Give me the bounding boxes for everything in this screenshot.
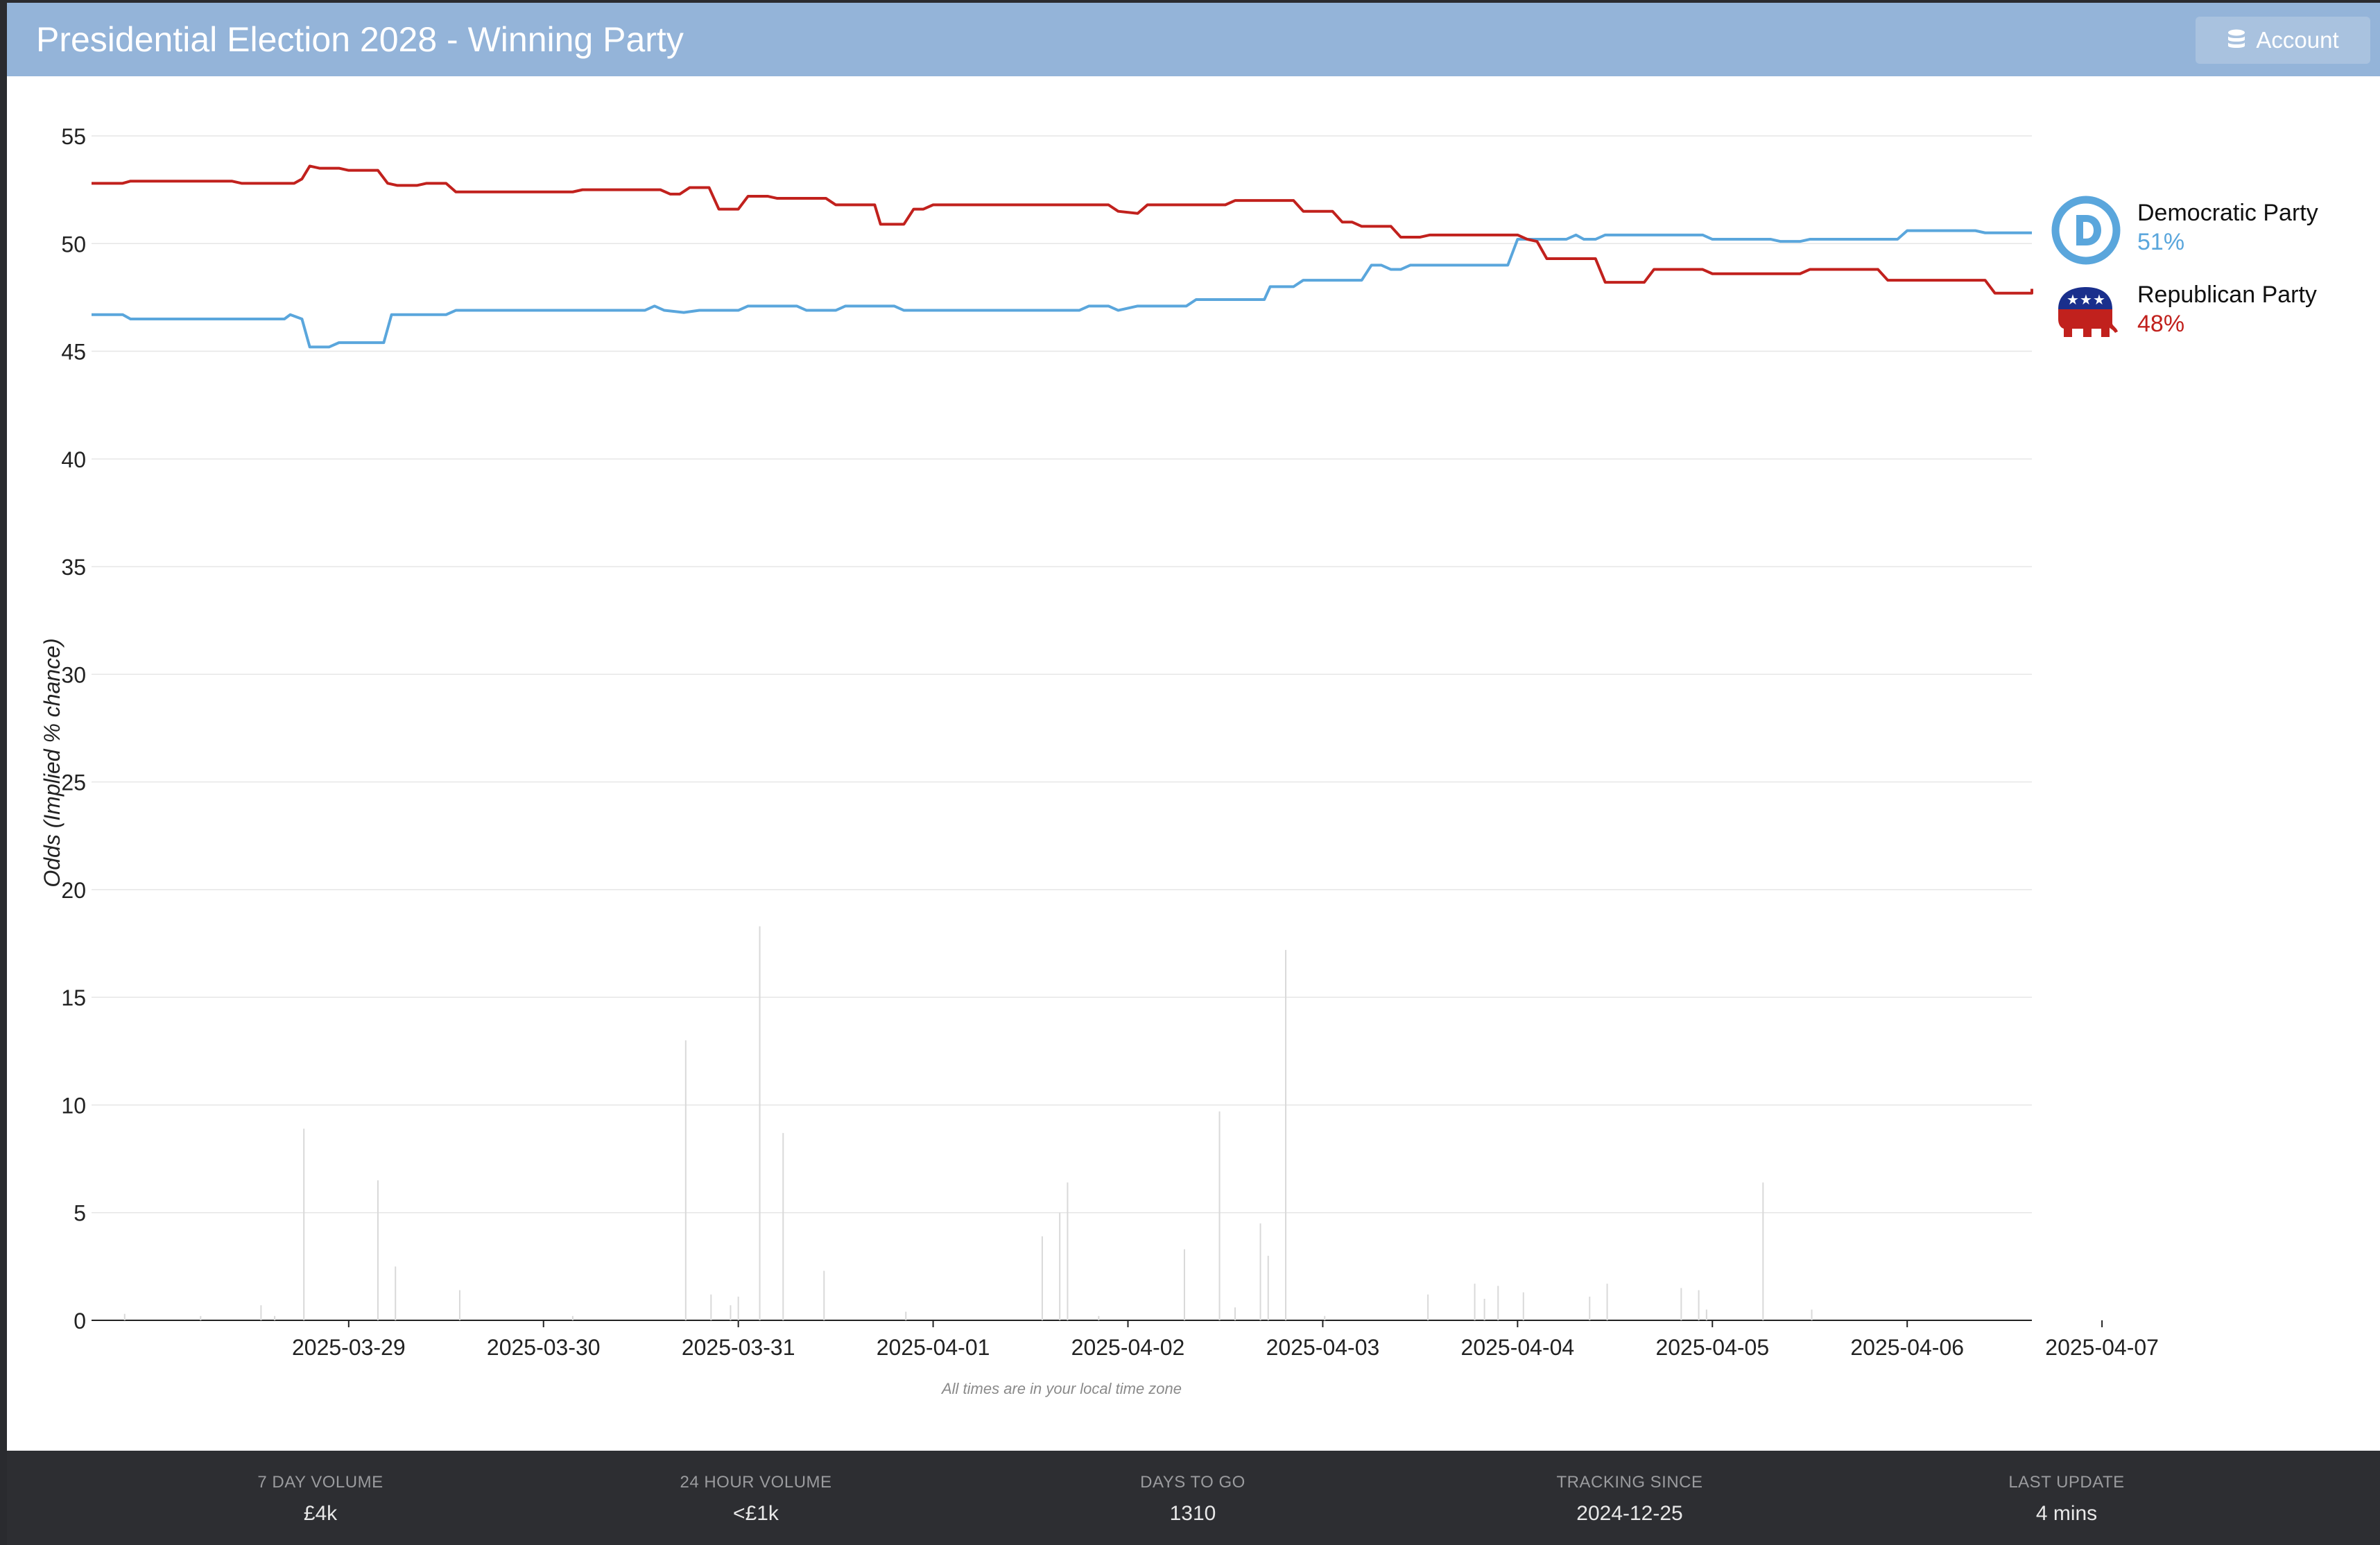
stats-footer: 7 DAY VOLUME £4k 24 HOUR VOLUME <£1k DAY… bbox=[7, 1451, 2380, 1545]
odds-chart: 0 5 10 15 20 25 30 35 40 45 50 55 Odds (Implied % ch… bbox=[40, 124, 2159, 1397]
stat-7-day-volume: 7 DAY VOLUME £4k bbox=[182, 1451, 459, 1526]
stat-24-hour-volume: 24 HOUR VOLUME <£1k bbox=[617, 1451, 895, 1526]
legend-name: Republican Party bbox=[2137, 282, 2317, 308]
y-tick-label: 40 bbox=[61, 447, 86, 472]
x-tick-label: 2025-04-03 bbox=[1266, 1335, 1380, 1360]
y-tick-label: 10 bbox=[61, 1093, 86, 1118]
legend-pct: 51% bbox=[2137, 229, 2185, 255]
stat-label: DAYS TO GO bbox=[1140, 1473, 1245, 1492]
legend-item-democratic[interactable]: Democratic Party 51% bbox=[2051, 196, 2329, 265]
x-tick-label: 2025-04-07 bbox=[2045, 1335, 2159, 1360]
y-tick-label: 45 bbox=[61, 340, 86, 365]
legend-item-republican[interactable]: ★ ★ ★ Republican Party 48% bbox=[2051, 277, 2329, 347]
x-tick-label: 2025-04-06 bbox=[1850, 1335, 1964, 1360]
svg-text:★: ★ bbox=[2080, 291, 2092, 308]
stat-label: LAST UPDATE bbox=[2008, 1473, 2125, 1492]
y-tick-label: 25 bbox=[61, 770, 86, 795]
stat-value: 2024-12-25 bbox=[1576, 1502, 1683, 1525]
y-tick-label: 5 bbox=[74, 1201, 86, 1226]
header-bar: Presidential Election 2028 - Winning Par… bbox=[7, 3, 2380, 76]
y-tick-label: 20 bbox=[61, 878, 86, 903]
stat-last-update: LAST UPDATE 4 mins bbox=[1928, 1451, 2205, 1526]
stat-value: £4k bbox=[303, 1502, 338, 1525]
stat-tracking-since: TRACKING SINCE 2024-12-25 bbox=[1491, 1451, 1768, 1526]
page-title: Presidential Election 2028 - Winning Par… bbox=[36, 20, 684, 59]
stat-label: 7 DAY VOLUME bbox=[257, 1473, 383, 1492]
y-tick-label: 50 bbox=[61, 232, 86, 257]
y-tick-label: 55 bbox=[61, 124, 86, 149]
y-tick-label: 0 bbox=[74, 1309, 86, 1333]
republican-elephant-logo-icon: ★ ★ ★ bbox=[2058, 287, 2118, 337]
stat-value: 4 mins bbox=[2035, 1502, 2098, 1525]
republican-series-line bbox=[92, 164, 2033, 295]
stat-value: 1310 bbox=[1169, 1502, 1216, 1525]
stat-value: <£1k bbox=[733, 1502, 779, 1525]
x-tick-label: 2025-03-31 bbox=[682, 1335, 795, 1360]
y-axis-label: Odds (Implied % chance) bbox=[40, 638, 64, 887]
stat-label: TRACKING SINCE bbox=[1556, 1473, 1703, 1492]
democratic-donkey-logo-icon bbox=[2051, 196, 2121, 265]
account-button[interactable]: Account bbox=[2196, 17, 2370, 64]
x-tick-label: 2025-04-01 bbox=[877, 1335, 990, 1360]
stat-days-to-go: DAYS TO GO 1310 bbox=[1054, 1451, 1331, 1526]
database-icon bbox=[2228, 29, 2245, 48]
x-tick-label: 2025-04-05 bbox=[1655, 1335, 1769, 1360]
account-label: Account bbox=[2256, 27, 2339, 53]
y-tick-label: 15 bbox=[61, 985, 86, 1010]
x-tick-label: 2025-03-30 bbox=[487, 1335, 601, 1360]
x-tick-label: 2025-04-04 bbox=[1461, 1335, 1575, 1360]
svg-text:★: ★ bbox=[2067, 291, 2079, 308]
x-tick-label: 2025-03-29 bbox=[292, 1335, 406, 1360]
stat-label: 24 HOUR VOLUME bbox=[680, 1473, 832, 1492]
timezone-note: All times are in your local time zone bbox=[940, 1380, 1182, 1397]
legend-pct: 48% bbox=[2137, 311, 2185, 337]
chart-area: 0 5 10 15 20 25 30 35 40 45 50 55 Odds (Implied % ch… bbox=[7, 76, 2380, 1449]
democratic-series-line bbox=[92, 229, 2032, 349]
y-tick-label: 30 bbox=[61, 662, 86, 687]
y-tick-label: 35 bbox=[61, 555, 86, 580]
legend-name: Democratic Party bbox=[2137, 200, 2318, 226]
app-window: Presidential Election 2028 - Winning Par… bbox=[7, 3, 2380, 1545]
x-tick-label: 2025-04-02 bbox=[1071, 1335, 1185, 1360]
svg-text:★: ★ bbox=[2093, 291, 2105, 308]
